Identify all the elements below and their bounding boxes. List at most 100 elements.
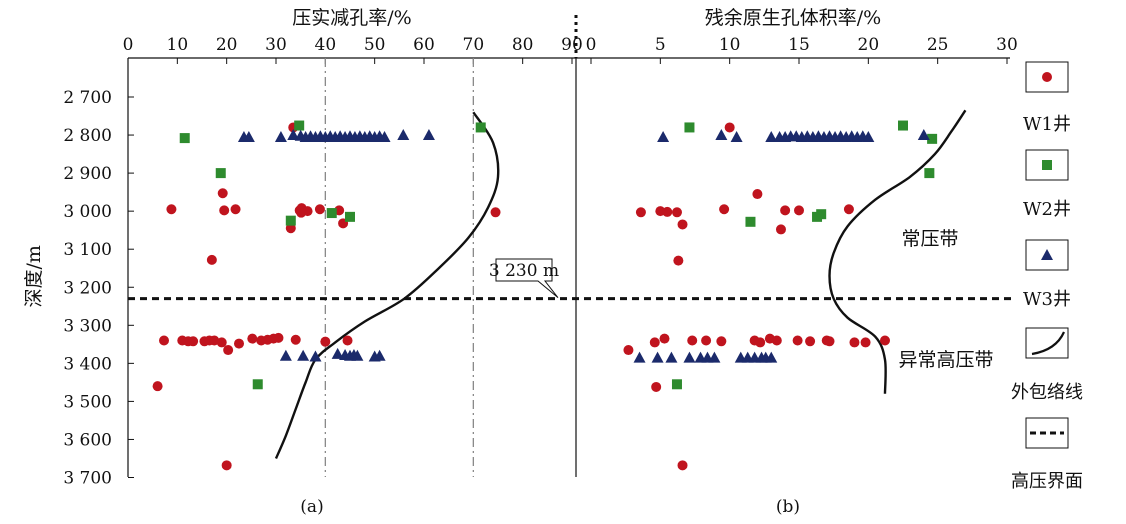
data-point-w3 bbox=[287, 129, 300, 141]
legend-item-w3: W3井 bbox=[1023, 239, 1071, 310]
data-point-w1 bbox=[296, 207, 307, 218]
zone-normal-label: 常压带 bbox=[901, 228, 958, 250]
data-point-w1 bbox=[677, 460, 688, 471]
data-point-w1 bbox=[824, 336, 835, 347]
data-point-w1 bbox=[805, 336, 816, 347]
legend-label: 高压界面 bbox=[1011, 471, 1083, 492]
data-point-w3 bbox=[242, 130, 255, 142]
x-tick-label: 0 bbox=[123, 35, 134, 55]
data-point-w1 bbox=[716, 336, 727, 347]
legend-item-bound: 高压界面 bbox=[1011, 417, 1083, 492]
legend-marker bbox=[1042, 160, 1052, 170]
data-point-w1 bbox=[849, 337, 860, 348]
data-point-w3 bbox=[730, 130, 743, 142]
legend-marker bbox=[1042, 72, 1052, 82]
data-point-w2 bbox=[924, 168, 935, 179]
data-point-w1 bbox=[860, 337, 871, 348]
data-point-w1 bbox=[234, 338, 244, 349]
data-point-w1 bbox=[780, 205, 791, 216]
data-point-w1 bbox=[649, 337, 660, 348]
data-point-w2 bbox=[252, 379, 263, 390]
y-tick-label: 3 500 bbox=[63, 392, 112, 412]
x-tick-label: 0 bbox=[586, 35, 597, 55]
data-point-w2 bbox=[927, 133, 938, 144]
x-tick-label: 70 bbox=[463, 35, 485, 55]
data-point-w2 bbox=[475, 122, 486, 133]
legend-label: W3井 bbox=[1023, 289, 1071, 310]
x-tick-label: 90 bbox=[561, 35, 583, 55]
series-w2 bbox=[671, 120, 938, 390]
y-tick-label: 2 800 bbox=[63, 126, 112, 146]
data-point-w2 bbox=[345, 211, 355, 222]
y-tick-label: 3 300 bbox=[63, 316, 112, 336]
data-point-w1 bbox=[219, 205, 230, 216]
data-point-w1 bbox=[273, 332, 284, 343]
y-tick-label: 3 400 bbox=[63, 354, 112, 374]
panel-a: 0 10 20 30 40 50 60 70 80 90 压实减孔率/% (a) bbox=[123, 7, 583, 517]
data-point-w3 bbox=[683, 351, 696, 363]
data-point-w1 bbox=[320, 336, 331, 347]
x-tick-label: 25 bbox=[927, 35, 949, 55]
series-w1 bbox=[152, 122, 501, 471]
data-point-w1 bbox=[673, 255, 684, 266]
data-point-w2 bbox=[671, 379, 682, 390]
x-tick-label: 50 bbox=[364, 35, 386, 55]
panel-label: (a) bbox=[300, 497, 323, 517]
data-point-w1 bbox=[490, 207, 501, 218]
data-point-w2 bbox=[215, 168, 226, 179]
data-point-w1 bbox=[230, 204, 241, 215]
data-point-w1 bbox=[671, 207, 682, 218]
x-tick-label: 5 bbox=[655, 35, 666, 55]
data-point-w3 bbox=[765, 130, 778, 142]
data-point-w1 bbox=[771, 335, 782, 346]
data-point-w1 bbox=[775, 224, 786, 235]
data-point-w3 bbox=[309, 350, 322, 362]
x-tick-label: 10 bbox=[719, 35, 741, 55]
y-tick-label: 2 900 bbox=[63, 164, 112, 184]
legend-label: W1井 bbox=[1023, 114, 1071, 135]
data-point-w3 bbox=[651, 351, 664, 363]
x-tick-label: 30 bbox=[996, 35, 1018, 55]
data-point-w3 bbox=[633, 351, 646, 363]
data-point-w3 bbox=[665, 351, 678, 363]
boundary-callout bbox=[495, 258, 559, 299]
series-w3 bbox=[633, 129, 930, 363]
x-tick-label: 30 bbox=[265, 35, 287, 55]
data-point-w1 bbox=[217, 188, 228, 199]
y-tick-label: 3 700 bbox=[63, 469, 112, 489]
data-point-w3 bbox=[657, 130, 670, 142]
data-point-w1 bbox=[216, 337, 227, 348]
data-point-w1 bbox=[659, 333, 670, 344]
data-point-w1 bbox=[794, 205, 804, 216]
data-point-w1 bbox=[752, 189, 763, 200]
data-point-w1 bbox=[755, 337, 766, 348]
data-point-w1 bbox=[221, 460, 232, 471]
x-axis-title: 残余原生孔体积率/% bbox=[705, 7, 881, 29]
y-tick-label: 3 000 bbox=[63, 202, 112, 222]
data-point-w1 bbox=[314, 204, 325, 215]
series-w3 bbox=[237, 129, 435, 362]
legend-label: W2井 bbox=[1023, 199, 1071, 220]
data-point-w3 bbox=[715, 129, 728, 141]
data-point-w1 bbox=[662, 206, 673, 217]
data-point-w1 bbox=[687, 335, 698, 346]
boundary-label: 3 230 m bbox=[489, 261, 559, 281]
x-tick-label: 10 bbox=[167, 35, 189, 55]
data-point-w3 bbox=[917, 129, 930, 141]
data-point-w1 bbox=[159, 335, 170, 346]
data-point-w1 bbox=[724, 122, 735, 133]
envelope-curve bbox=[274, 111, 500, 459]
x-tick-label: 20 bbox=[216, 35, 238, 55]
y-tick-label: 3 600 bbox=[63, 430, 112, 450]
data-point-w1 bbox=[719, 204, 730, 215]
data-point-w3 bbox=[378, 130, 391, 142]
data-point-w1 bbox=[290, 334, 301, 345]
data-point-w3 bbox=[373, 349, 386, 361]
legend-marker bbox=[1041, 249, 1053, 260]
data-point-w3 bbox=[274, 130, 287, 142]
data-point-w3 bbox=[397, 129, 410, 141]
data-point-w2 bbox=[816, 209, 827, 220]
data-point-w1 bbox=[223, 345, 234, 356]
